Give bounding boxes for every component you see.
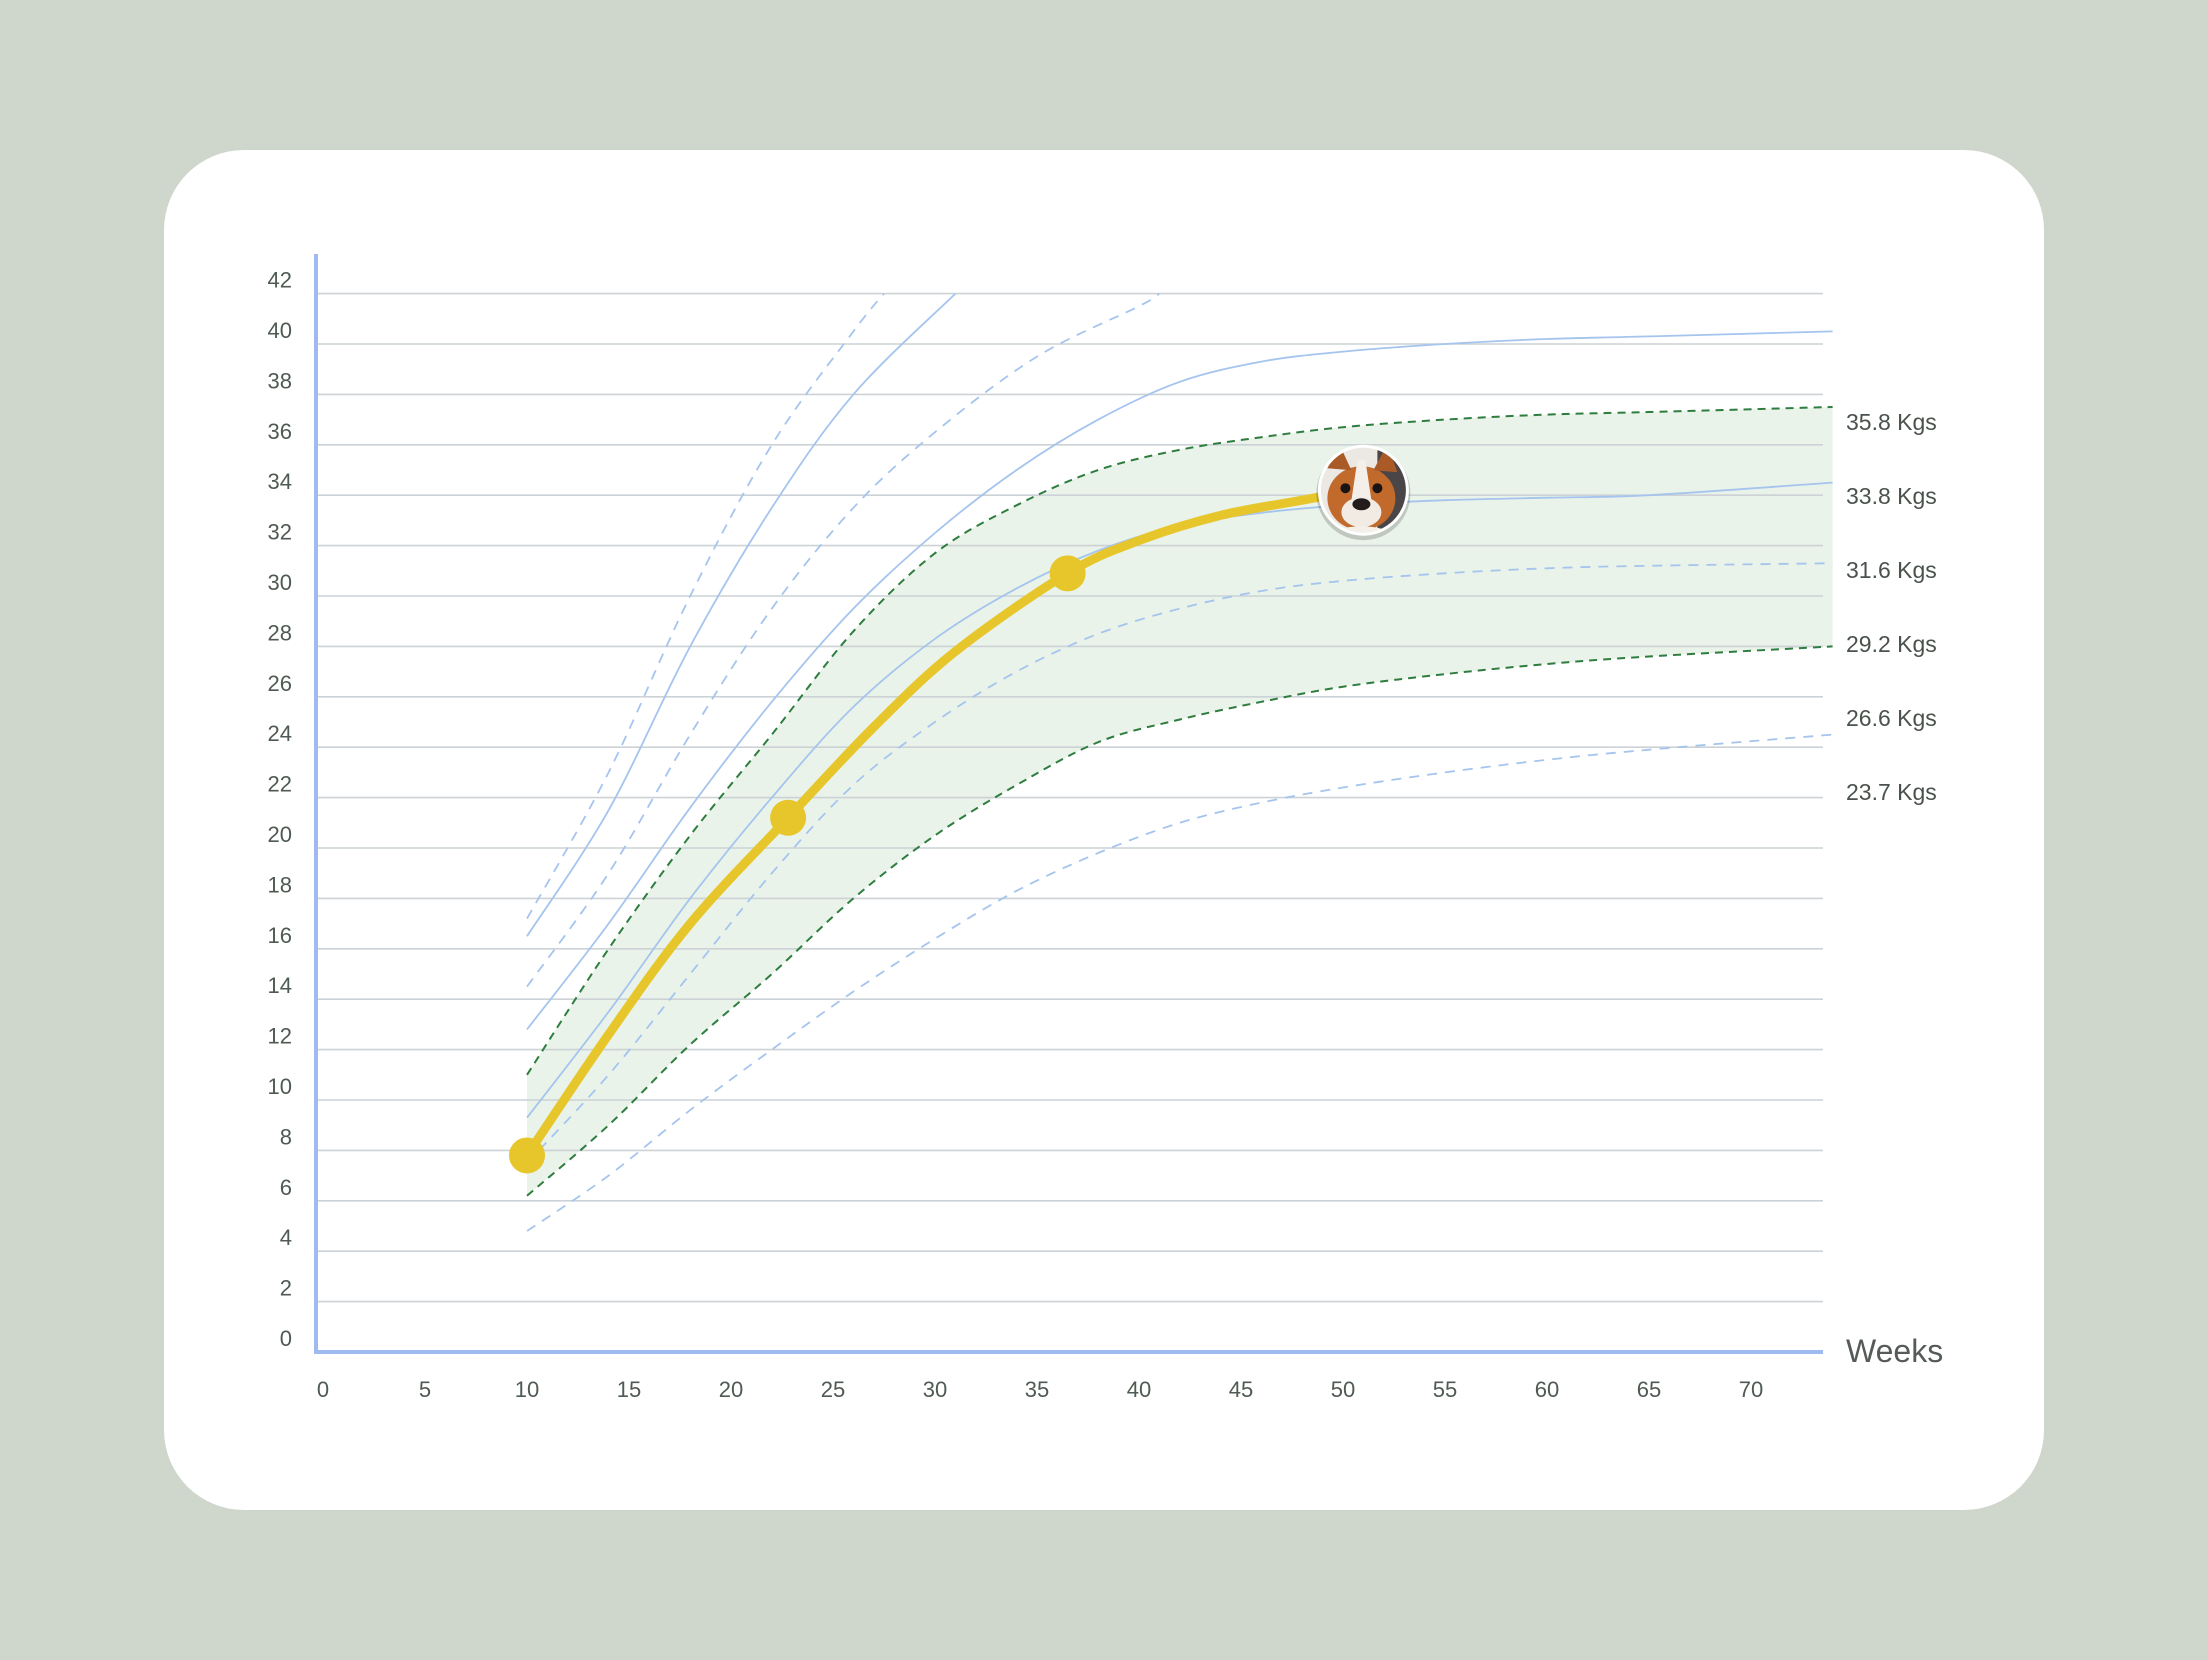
healthy-range-fill: [527, 407, 1833, 1196]
dog-eye-right: [1372, 483, 1383, 494]
range-end-label: 29.2 Kgs: [1846, 631, 1937, 657]
x-tick-label: 5: [419, 1377, 431, 1402]
y-tick-label: 2: [280, 1276, 292, 1301]
x-tick-label: 65: [1637, 1377, 1661, 1402]
dog-ear-right: [1373, 446, 1398, 473]
x-tick-label: 55: [1433, 1377, 1457, 1402]
x-tick-label: 15: [617, 1377, 641, 1402]
dog-eye-left: [1340, 483, 1351, 494]
healthy-range-boundary: [526, 406, 1833, 1076]
measurement-marker: [770, 799, 807, 836]
end-labels: 35.8 Kgs 33.8 Kgs 31.6 Kgs 29.2 Kgs 26.6 Kgs…: [1846, 409, 1937, 805]
y-tick-label: 36: [268, 419, 292, 444]
range-end-label: 26.6 Kgs: [1846, 705, 1937, 731]
dog-nose: [1352, 498, 1371, 511]
range-end-label: 35.8 Kgs: [1846, 409, 1937, 435]
bulldog-avatar-icon[interactable]: [1313, 440, 1417, 546]
percentile-curve-solid: [526, 292, 957, 937]
avatar-ring: [1317, 444, 1409, 536]
y-tick-label: 42: [268, 268, 292, 293]
y-tick-label: 34: [268, 469, 292, 494]
x-tick-label: 25: [821, 1377, 845, 1402]
measurement-markers: [509, 555, 1086, 1174]
x-tick-label: 50: [1331, 1377, 1355, 1402]
y-tick-label: 32: [268, 520, 292, 545]
y-tick-label: 12: [268, 1024, 292, 1049]
avatar-photo: [1319, 446, 1408, 535]
y-tick-label: 10: [268, 1074, 292, 1099]
x-tick-label: 35: [1025, 1377, 1049, 1402]
y-tick-label: 40: [268, 318, 292, 343]
pet-growth-curve: [522, 488, 1348, 1160]
y-tick-label: 24: [268, 721, 292, 746]
percentile-curve-solid: [526, 330, 1833, 1030]
x-tick-label: 0: [317, 1377, 329, 1402]
y-tick-label: 22: [268, 772, 292, 797]
x-tick-label: 30: [923, 1377, 947, 1402]
x-tick-label: 10: [515, 1377, 539, 1402]
x-axis-label: Weeks: [1846, 1333, 1943, 1369]
healthy-range-boundary: [526, 645, 1833, 1197]
y-tick-label: 4: [280, 1225, 292, 1250]
x-tick-label: 45: [1229, 1377, 1253, 1402]
x-tick-label: 70: [1739, 1377, 1763, 1402]
y-tick-label: 8: [280, 1124, 292, 1149]
percentile-curve-solid: [526, 481, 1833, 1119]
percentile-curve-dashed: [526, 733, 1833, 1232]
x-tick-label: 40: [1127, 1377, 1151, 1402]
y-tick-label: 16: [268, 923, 292, 948]
y-tick-label: 28: [268, 620, 292, 645]
measurement-marker: [1049, 555, 1086, 592]
dog-blaze: [1351, 460, 1372, 501]
y-tick-label: 18: [268, 872, 292, 897]
y-tick-label: 20: [268, 822, 292, 847]
range-end-label: 23.7 Kgs: [1846, 779, 1937, 805]
y-tick-label: 6: [280, 1175, 292, 1200]
axes: [314, 254, 1823, 1354]
measurement-marker: [509, 1137, 545, 1174]
y-tick-label: 14: [268, 973, 292, 998]
dog-ear-left: [1327, 446, 1352, 471]
x-tick-label: 20: [719, 1377, 743, 1402]
chart-card: [164, 150, 2044, 1510]
bulldog-avatar[interactable]: [1313, 440, 1417, 546]
y-tick-label: 26: [268, 671, 292, 696]
percentile-curve-dashed: [526, 292, 1160, 988]
range-end-label: 31.6 Kgs: [1846, 557, 1937, 583]
y-tick-label: 38: [268, 368, 292, 393]
percentile-curve-dashed: [526, 562, 1833, 1164]
y-tick-label: 0: [280, 1326, 292, 1351]
pet-growth-line: [522, 488, 1348, 1160]
x-tick-labels: 0 5 10 15 20 25 30 35 40 45 50 55 60 65 70: [317, 1377, 1763, 1402]
x-tick-label: 60: [1535, 1377, 1559, 1402]
percentile-curve-dashed: [526, 293, 885, 920]
dog-muzzle: [1341, 497, 1382, 528]
y-tick-label: 30: [268, 570, 292, 595]
percentile-curves: [526, 292, 1833, 1232]
healthy-range-band: [527, 407, 1833, 1196]
range-end-label: 33.8 Kgs: [1846, 483, 1937, 509]
